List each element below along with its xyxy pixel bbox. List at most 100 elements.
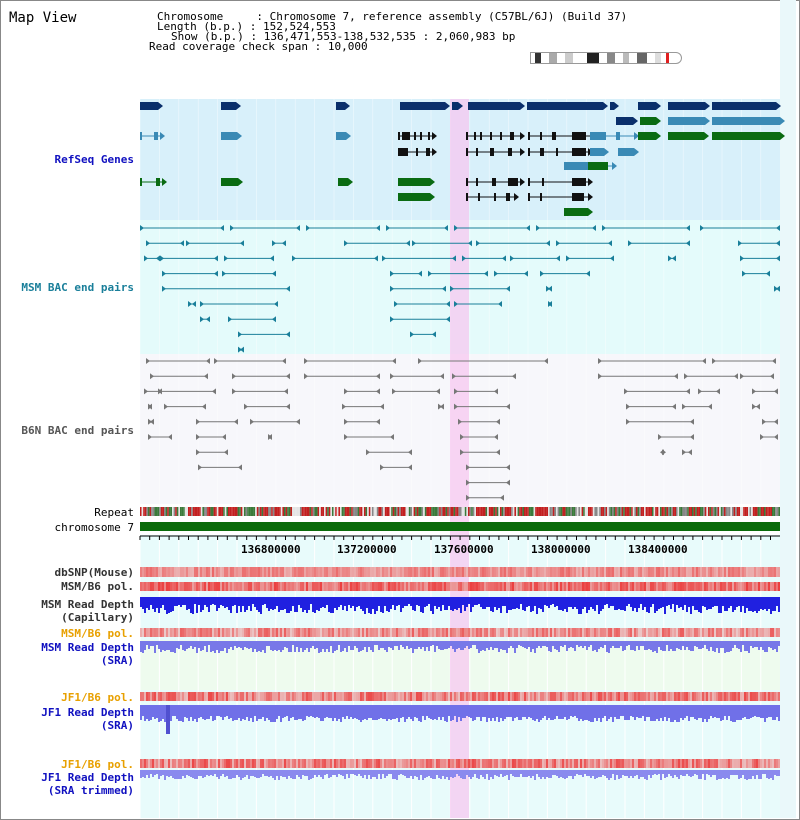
repeat-mark [632,507,635,516]
repeat-mark [743,507,745,516]
read-depth-bar [156,770,158,774]
polymorphism-heat-cell [576,628,578,637]
polymorphism-heat-cell [452,582,454,591]
read-depth-bar [544,770,546,779]
polymorphism-heat-cell [528,567,530,577]
polymorphism-heat-cell [542,692,544,701]
bac-end-marker [548,285,552,292]
read-depth-bar [282,770,284,777]
polymorphism-heat-cell [222,759,224,768]
repeat-mark [352,507,355,516]
read-depth-bar [614,641,616,648]
repeat-mark [623,507,625,516]
polymorphism-heat-cell [222,582,224,591]
polymorphism-heat-cell [260,692,262,701]
bac-end-marker [776,240,780,247]
polymorphism-heat-cell [420,628,422,637]
gene-exon [588,162,608,170]
polymorphism-heat-cell [602,567,604,577]
polymorphism-heat-cell [726,692,728,701]
polymorphism-heat-cell [514,759,516,768]
repeat-mark [746,507,748,516]
gene-exon [616,117,633,125]
repeat-mark [674,507,676,516]
polymorphism-heat-cell [676,692,678,701]
chromosome-ideogram[interactable] [530,52,682,64]
b6n-bac-label[interactable]: B6N BAC end pairs [21,424,134,437]
polymorphism-heat-cell [404,567,406,577]
refseq-genes-label[interactable]: RefSeq Genes [54,153,134,166]
bac-end-marker [380,403,384,410]
repeat-mark [527,507,529,516]
polymorphism-heat-cell [698,692,700,701]
polymorphism-heat-cell [642,692,644,701]
read-depth-bar [190,705,192,717]
read-depth-bar [156,597,158,608]
read-depth-bar [706,597,708,610]
polymorphism-heat-cell [518,692,520,701]
repeat-mark [663,507,665,516]
polymorphism-heat-cell [350,759,352,768]
read-depth-bar [364,705,366,719]
read-depth-bar [472,705,474,721]
polymorphism-heat-cell [710,582,712,591]
read-depth-bar [774,641,776,649]
read-depth-bar [682,597,684,610]
polymorphism-heat-cell [278,582,280,591]
read-depth-bar [326,705,328,717]
repeat-mark [247,507,249,516]
polymorphism-heat-cell [150,582,152,591]
polymorphism-heat-cell [148,567,150,577]
repeat-mark [141,507,144,516]
polymorphism-heat-cell [472,759,474,768]
polymorphism-heat-cell [312,567,314,577]
repeat-mark [268,507,270,516]
polymorphism-heat-cell [760,628,762,637]
polymorphism-heat-cell [366,628,368,637]
read-depth-bar [338,641,340,645]
polymorphism-heat-cell [676,628,678,637]
polymorphism-heat-cell [360,582,362,591]
polymorphism-heat-cell [224,582,226,591]
read-depth-bar [404,597,406,606]
read-depth-bar [208,705,210,719]
read-depth-bar [634,705,636,720]
read-depth-bar [748,597,750,611]
polymorphism-heat-cell [736,692,738,701]
repeat-mark [770,507,772,516]
read-depth-bar [660,641,662,650]
gene-strand-arrow [160,132,165,140]
read-depth-bar [632,597,634,611]
polymorphism-heat-cell [258,759,260,768]
repeat-mark [653,507,656,516]
read-depth-bar [402,770,404,775]
polymorphism-heat-cell [710,567,712,577]
bac-end-marker [376,418,380,425]
read-depth-bar [744,597,746,613]
read-depth-bar [302,705,304,721]
gene-exon [542,178,544,186]
polymorphism-heat-cell [336,692,338,701]
polymorphism-heat-cell [702,628,704,637]
polymorphism-heat-cell [198,567,200,577]
polymorphism-heat-cell [680,567,682,577]
repeat-mark [213,507,216,516]
polymorphism-heat-cell [330,692,332,701]
read-depth-bar [420,597,422,612]
read-depth-bar [328,597,330,612]
polymorphism-heat-cell [476,567,478,577]
read-depth-bar [510,770,512,774]
polymorphism-heat-cell [368,759,370,768]
msm-bac-label[interactable]: MSM BAC end pairs [21,281,134,294]
repeat-mark [736,507,739,516]
polymorphism-heat-cell [500,582,502,591]
read-depth-bar [272,705,274,722]
polymorphism-heat-cell [360,628,362,637]
polymorphism-heat-cell [432,628,434,637]
read-depth-bar [528,770,530,776]
bac-end-marker [512,373,516,380]
read-depth-bar [436,641,438,646]
repeat-mark [304,507,307,516]
read-depth-bar [382,597,384,613]
polymorphism-heat-cell [536,628,538,637]
